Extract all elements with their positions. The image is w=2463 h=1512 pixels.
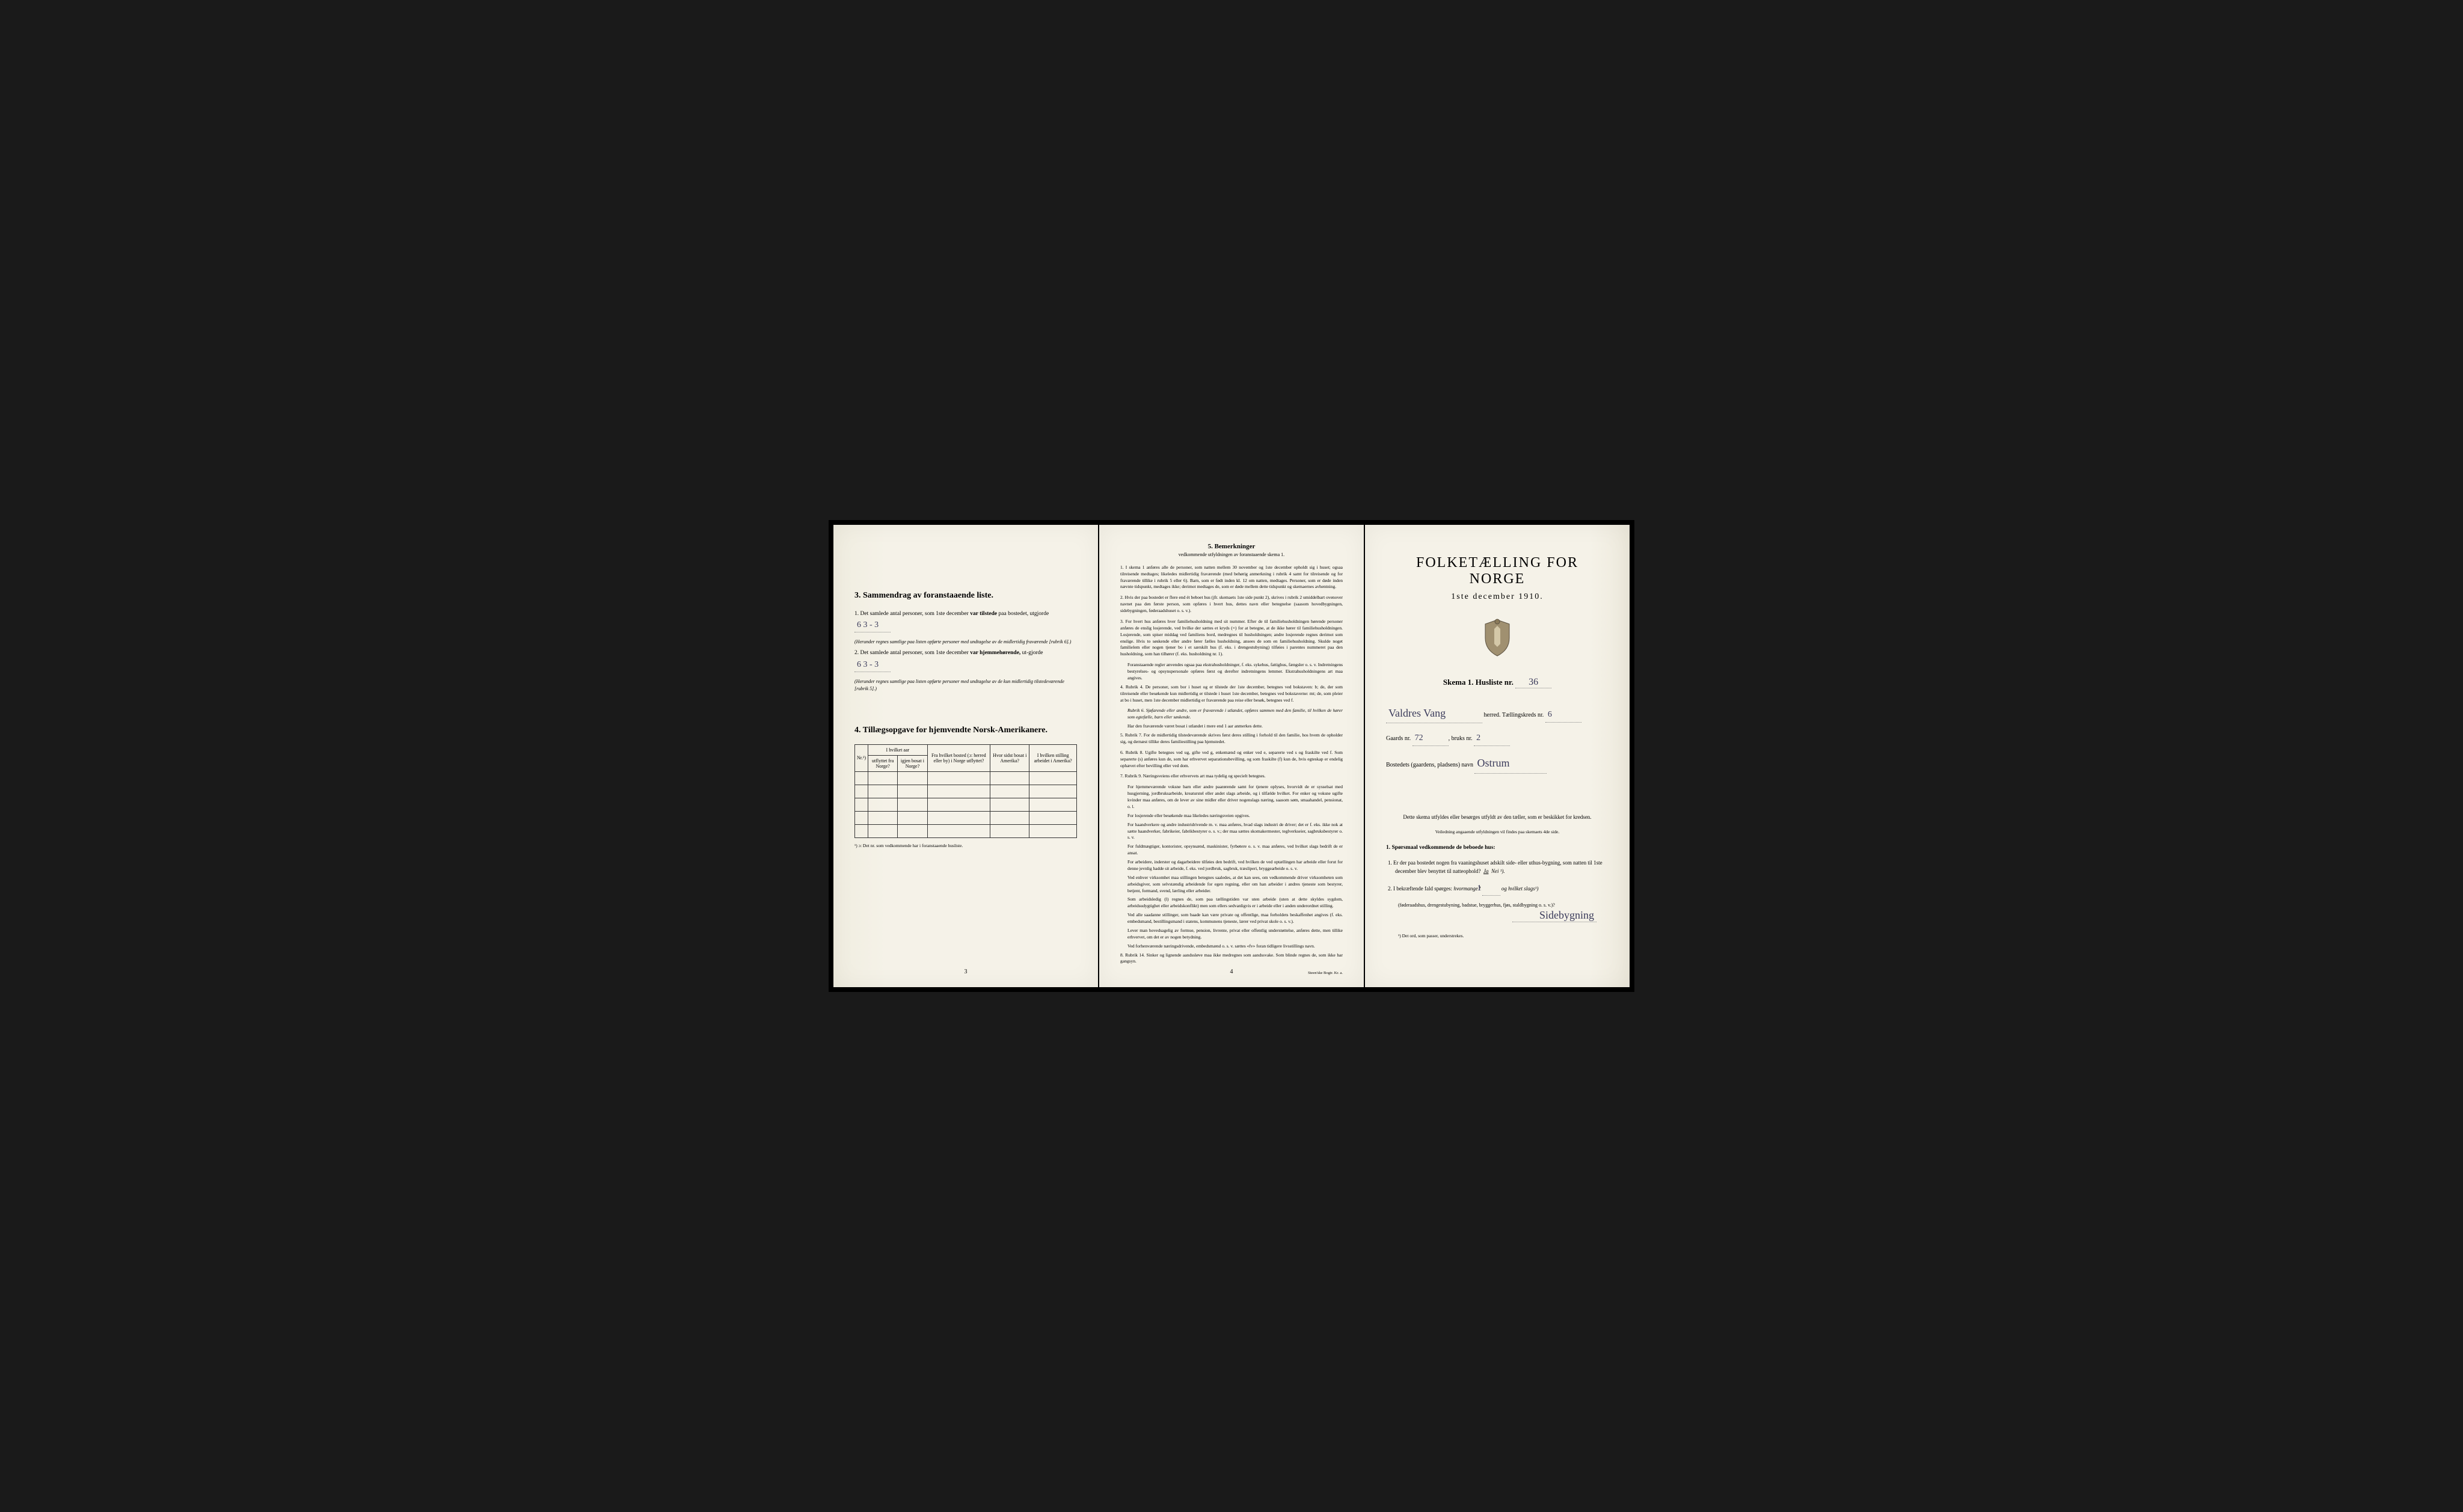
remark-6: 6. Rubrik 8. Ugifte betegnes ved ug, gif… [1120, 750, 1343, 770]
remark-7-sub7: Ved alle saadanne stillinger, som baade … [1127, 912, 1343, 925]
question-2-note: (føderaadshus, drengestubyning, badstue,… [1398, 902, 1609, 909]
remark-4-sub2: Har den fraværende været bosat i utlande… [1127, 723, 1343, 730]
skema-line: Skema 1. Husliste nr. 36 [1386, 677, 1609, 688]
main-title: FOLKETÆLLING FOR NORGE [1386, 555, 1609, 587]
section3-item1-note: (Herunder regnes samtlige paa listen opf… [854, 638, 1077, 646]
instruction-sub: Veiledning angaaende utfyldningen vil fi… [1386, 829, 1609, 834]
remarks-list: 1. I skema 1 anføres alle de personer, s… [1120, 565, 1343, 966]
remark-7-sub8: Lever man hovedsagelig av formue, pensio… [1127, 928, 1343, 941]
remark-1: 1. I skema 1 anføres alle de personer, s… [1120, 565, 1343, 591]
remark-7-sub6: Som arbeidsledig (l) regnes de, som paa … [1127, 896, 1343, 910]
bruks-nr: 2 [1474, 730, 1510, 746]
col-aar: I hvilket aar [868, 744, 928, 755]
location-name: Valdres Vang [1386, 703, 1482, 723]
col-igjen: igjen bosat i Norge? [898, 755, 927, 771]
table-row [855, 785, 1077, 798]
bosted-navn: Ostrum [1474, 753, 1547, 773]
remark-7-sub2: For haandverkere og andre industridriven… [1127, 822, 1343, 842]
kreds-nr: 6 [1545, 707, 1581, 723]
remark-2: 2. Hvis der paa bostedet er flere end ét… [1120, 595, 1343, 614]
remark-3: 3. For hvert hus anføres hver familiehus… [1120, 619, 1343, 658]
section4-heading: 4. Tillægsopgave for hjemvendte Norsk-Am… [854, 726, 1077, 735]
section5-subtitle: vedkommende utfyldningen av foranstaaend… [1120, 552, 1343, 557]
page-1-title: FOLKETÆLLING FOR NORGE 1ste december 191… [1365, 525, 1630, 988]
q1-nei: Nei ¹). [1491, 868, 1505, 874]
page-3: 3. Sammendrag av foranstaaende liste. 1.… [833, 525, 1098, 988]
table-row [855, 771, 1077, 785]
tilstede-count: 6 3 - 3 [854, 619, 891, 632]
col-bosted: Fra hvilket bosted (ɔ: herred eller by) … [927, 744, 990, 771]
remark-5: 5. Rubrik 7. For de midlertidig tilstede… [1120, 732, 1343, 745]
amerikanere-table: Nr.¹) I hvilket aar Fra hvilket bosted (… [854, 744, 1077, 838]
col-sidst: Hvor sidst bosat i Amerika? [990, 744, 1029, 771]
question-2: 2. I bekræftende fald spørges: hvormange… [1395, 882, 1609, 896]
section5-heading: 5. Bemerkninger [1120, 543, 1343, 550]
bosted-line: Bostedets (gaardens, pladsens) navn Ostr… [1386, 753, 1609, 773]
remark-7-sub5: Ved enhver virksomhet maa stillingen bet… [1127, 875, 1343, 895]
q2-answer: Sidebygning [1512, 909, 1597, 922]
herred-line: Valdres Vang herred. Tællingskreds nr. 6 [1386, 703, 1609, 723]
table-row [855, 824, 1077, 837]
q1-ja: Ja [1483, 868, 1489, 874]
remark-7-sub4: For arbeidere, inderster og dagarbeidere… [1127, 859, 1343, 872]
instruction-text: Dette skema utfyldes eller besørges utfy… [1386, 814, 1609, 820]
table-row [855, 811, 1077, 824]
remark-4: 4. Rubrik 4. De personer, som bor i huse… [1120, 684, 1343, 704]
page-number-3: 3 [833, 969, 1098, 975]
section3-item1: 1. Det samlede antal personer, som 1ste … [854, 610, 1077, 633]
q2-count: 1 [1482, 882, 1500, 896]
gaards-nr: 72 [1412, 730, 1449, 746]
section4-footnote: ¹) ɔ: Det nr. som vedkommende har i fora… [854, 843, 1077, 848]
census-date: 1ste december 1910. [1386, 592, 1609, 602]
remark-8: 8. Rubrik 14. Sinker og lignende aandssl… [1120, 952, 1343, 966]
page-4: 5. Bemerkninger vedkommende utfyldningen… [1099, 525, 1364, 988]
section3-item2: 2. Det samlede antal personer, som 1ste … [854, 649, 1077, 672]
section3-item2-note: (Herunder regnes samtlige paa listen opf… [854, 678, 1077, 693]
remark-7-sub1: For losjerende eller besøkende maa likel… [1127, 813, 1343, 819]
remark-7-sub0: For hjemmeværende voksne barn eller andr… [1127, 784, 1343, 810]
question-1: 1. Er der paa bostedet nogen fra vaaning… [1395, 859, 1609, 876]
coat-of-arms-icon [1479, 617, 1515, 659]
section3-heading: 3. Sammendrag av foranstaaende liste. [854, 591, 1077, 601]
remark-7: 7. Rubrik 9. Næringsveiens eller erhverv… [1120, 773, 1343, 780]
col-nr: Nr.¹) [855, 744, 868, 771]
remark-3-sub: Foranstaaende regler anvendes ogsaa paa … [1127, 662, 1343, 682]
col-utflyttet: utflyttet fra Norge? [868, 755, 898, 771]
table-row [855, 798, 1077, 811]
col-stilling: I hvilken stilling arbeidet i Amerika? [1029, 744, 1077, 771]
right-footnote: ¹) Det ord, som passer, understrekes. [1398, 933, 1609, 938]
remark-4-sub1: Rubrik 6. Sjøfarende eller andre, som er… [1127, 708, 1343, 721]
hjemme-count: 6 3 - 3 [854, 658, 891, 672]
printer-mark: Steen'ske Bogtr. Kr. a. [1308, 971, 1343, 975]
remark-7-sub3: For fuldmægtiger, kontorister, opsynsænd… [1127, 843, 1343, 857]
husliste-nr: 36 [1515, 677, 1551, 688]
document-container: 3. Sammendrag av foranstaaende liste. 1.… [829, 520, 1634, 993]
questions-heading: 1. Spørsmaal vedkommende de beboede hus: [1386, 843, 1609, 852]
gaards-line: Gaards nr. 72, bruks nr. 2 [1386, 730, 1609, 746]
remark-7-sub9: Ved forhenværende næringsdrivende, embed… [1127, 943, 1343, 950]
